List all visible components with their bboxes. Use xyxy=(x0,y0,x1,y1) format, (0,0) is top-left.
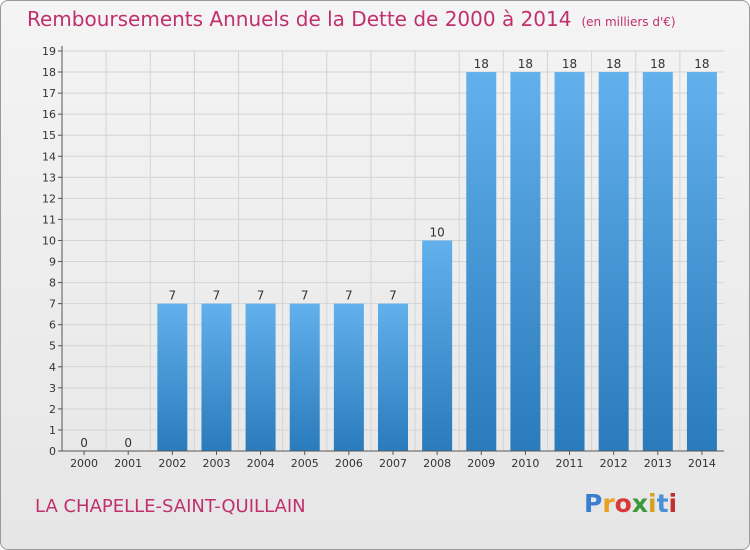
y-tick-label: 6 xyxy=(49,319,56,332)
logo-letter: i xyxy=(668,489,678,518)
data-label-2010: 18 xyxy=(518,57,533,71)
data-label-2000: 0 xyxy=(80,436,88,450)
y-tick-label: 17 xyxy=(42,87,56,100)
x-tick-label-2001: 2001 xyxy=(114,457,142,470)
y-tick-label: 14 xyxy=(42,150,56,163)
data-label-2012: 18 xyxy=(606,57,621,71)
data-label-2006: 7 xyxy=(345,289,353,303)
data-label-2002: 7 xyxy=(169,289,177,303)
chart-subtitle: (en milliers d'€) xyxy=(581,15,676,29)
bar-2012 xyxy=(598,72,629,451)
axes xyxy=(58,46,724,455)
data-label-2011: 18 xyxy=(562,57,577,71)
data-label-2009: 18 xyxy=(474,57,489,71)
logo-letter: t xyxy=(656,489,669,518)
y-tick-label: 0 xyxy=(49,445,56,458)
data-label-2005: 7 xyxy=(301,289,309,303)
bars xyxy=(157,72,717,451)
x-tick-label-2007: 2007 xyxy=(379,457,407,470)
data-label-2013: 18 xyxy=(650,57,665,71)
commune-name: LA CHAPELLE-SAINT-QUILLAIN xyxy=(35,496,306,517)
data-label-2004: 7 xyxy=(257,289,265,303)
data-label-2008: 10 xyxy=(429,225,444,239)
x-tick-label-2014: 2014 xyxy=(688,457,716,470)
bar-2008 xyxy=(422,240,453,451)
y-tick-label: 19 xyxy=(42,45,56,58)
x-tick-label-2005: 2005 xyxy=(291,457,319,470)
bar-2009 xyxy=(466,72,497,451)
y-tick-label: 15 xyxy=(42,129,56,142)
x-tick-label-2003: 2003 xyxy=(202,457,230,470)
bar-2007 xyxy=(378,303,408,451)
y-tick-label: 1 xyxy=(49,424,56,437)
x-tick-label-2012: 2012 xyxy=(600,457,628,470)
chart-title-text: Remboursements Annuels de la Dette de 20… xyxy=(27,7,572,31)
x-tick-label-2002: 2002 xyxy=(158,457,186,470)
x-tick-label-2010: 2010 xyxy=(511,457,539,470)
y-tick-label: 2 xyxy=(49,403,56,416)
logo-letter: x xyxy=(631,489,648,518)
y-tick-label: 3 xyxy=(49,382,56,395)
bar-2002 xyxy=(157,303,188,451)
data-label-2014: 18 xyxy=(694,57,709,71)
x-tick-label-2011: 2011 xyxy=(556,457,584,470)
labels: 0123456789101112131415161718190200002001… xyxy=(42,45,716,470)
y-tick-label: 11 xyxy=(42,213,56,226)
bar-2010 xyxy=(510,72,541,451)
bar-2003 xyxy=(201,303,232,451)
y-tick-label: 7 xyxy=(49,298,56,311)
y-tick-label: 9 xyxy=(49,256,56,269)
proxiti-logo: Proxiti xyxy=(584,489,677,518)
bar-2013 xyxy=(642,72,673,451)
y-tick-label: 5 xyxy=(49,340,56,353)
data-label-2007: 7 xyxy=(389,289,397,303)
y-tick-label: 8 xyxy=(49,277,56,290)
x-tick-label-2009: 2009 xyxy=(467,457,495,470)
data-label-2001: 0 xyxy=(124,436,132,450)
logo-letter: i xyxy=(648,489,657,518)
y-tick-label: 12 xyxy=(42,192,56,205)
chart-title: Remboursements Annuels de la Dette de 20… xyxy=(27,7,676,31)
logo-letter: r xyxy=(602,489,615,518)
x-tick-label-2008: 2008 xyxy=(423,457,451,470)
x-tick-label-2000: 2000 xyxy=(70,457,98,470)
y-tick-label: 18 xyxy=(42,66,56,79)
logo-letter: P xyxy=(584,489,603,518)
y-tick-label: 16 xyxy=(42,108,56,121)
bar-2005 xyxy=(289,303,320,451)
y-tick-label: 4 xyxy=(49,361,56,374)
bar-2004 xyxy=(245,303,276,451)
y-tick-label: 10 xyxy=(42,234,56,247)
y-tick-label: 13 xyxy=(42,171,56,184)
bar-2014 xyxy=(686,72,717,451)
x-tick-label-2004: 2004 xyxy=(247,457,275,470)
x-tick-label-2013: 2013 xyxy=(644,457,672,470)
logo-letter: o xyxy=(614,489,632,518)
bar-2011 xyxy=(554,72,585,451)
bar-2006 xyxy=(333,303,364,451)
x-tick-label-2006: 2006 xyxy=(335,457,363,470)
data-label-2003: 7 xyxy=(213,289,221,303)
